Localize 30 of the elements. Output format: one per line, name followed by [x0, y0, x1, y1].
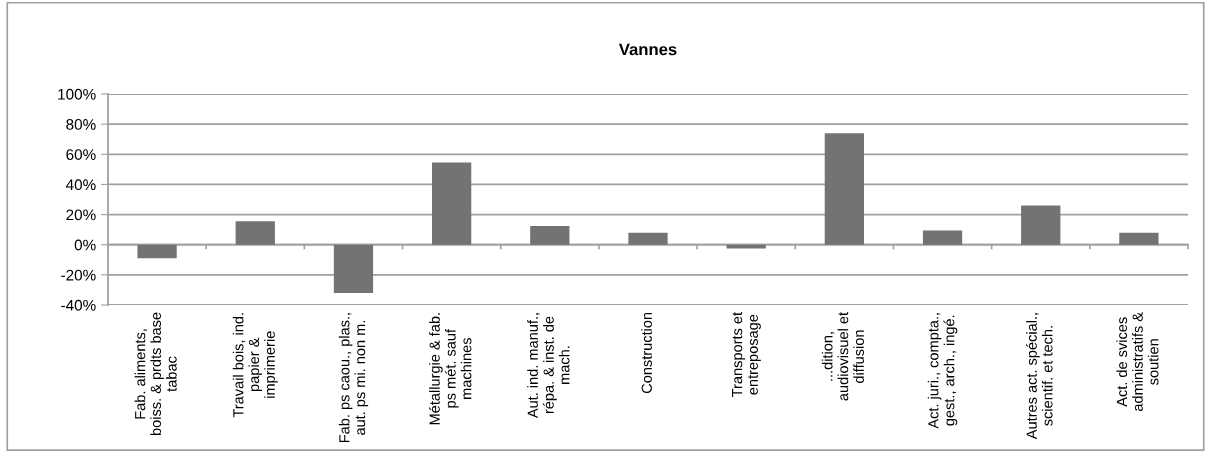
y-tick-label: -20%: [61, 269, 96, 281]
bar: [530, 225, 570, 245]
bar: [333, 244, 374, 293]
bar: [628, 232, 668, 245]
bar: [824, 133, 864, 245]
y-tick-label: 100%: [58, 88, 96, 100]
y-tick-label: 20%: [66, 209, 96, 221]
y-tick-label: 0%: [74, 239, 96, 251]
bar: [922, 230, 963, 245]
bar: [137, 244, 177, 259]
x-tick-label: Métallurgie & fab. ps mét. sauf machines: [428, 313, 472, 425]
bar: [1021, 205, 1061, 245]
x-tick-label: Fab. aliments, boiss. & prdts base tabac: [134, 312, 177, 436]
x-tick-label: Fab. ps caou., plas., aut. ps mi. non m.: [338, 313, 369, 443]
bar: [235, 221, 275, 245]
x-tick-label: ...dition, audiovisuel et diffusion: [821, 312, 864, 401]
x-tick-label: Act. de svices administratifs & soutien: [1116, 312, 1159, 411]
y-tick-label: 60%: [66, 149, 96, 160]
bar: [432, 162, 472, 245]
x-tick-label: Travail bois, ind. papier & imprimerie: [232, 313, 278, 418]
chart-title: Vannes: [618, 43, 677, 56]
y-tick-label: -40%: [61, 299, 96, 311]
x-tick-label: Autres act. spécial., scientif. et tech.: [1025, 313, 1053, 440]
x-tick-label: Transports et entreposage: [732, 312, 761, 397]
y-tick-label: 40%: [65, 179, 96, 191]
bar: [1119, 232, 1159, 245]
y-tick-label: 80%: [66, 119, 96, 130]
x-tick-label: Aut. ind. manuf., répa. & inst. de mach.: [527, 313, 570, 419]
x-tick-label: Act. juri., compta., gest., arch., ingé.: [927, 313, 958, 429]
x-tick-label: Construction: [641, 312, 652, 394]
